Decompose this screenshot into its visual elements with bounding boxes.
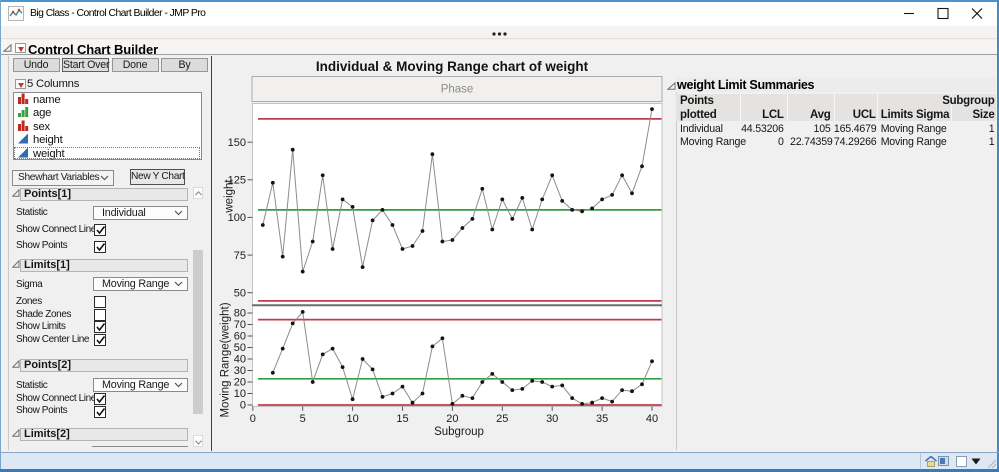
svg-text:50: 50 — [234, 342, 246, 354]
svg-text:Subgroup: Subgroup — [434, 426, 484, 438]
svg-text:125: 125 — [228, 175, 246, 187]
svg-text:0: 0 — [240, 400, 246, 412]
svg-text:40: 40 — [646, 413, 658, 425]
svg-text:0: 0 — [250, 413, 256, 425]
svg-text:Individual & Moving Range char: Individual & Moving Range chart of weigh… — [316, 59, 589, 74]
svg-text:Moving Range(weight): Moving Range(weight) — [220, 302, 232, 417]
svg-text:5: 5 — [300, 413, 306, 425]
svg-text:60: 60 — [234, 331, 246, 343]
svg-text:25: 25 — [496, 413, 508, 425]
svg-text:80: 80 — [234, 308, 246, 320]
svg-text:35: 35 — [596, 413, 608, 425]
svg-text:150: 150 — [228, 137, 246, 149]
svg-text:10: 10 — [346, 413, 358, 425]
svg-text:10: 10 — [234, 388, 246, 400]
svg-text:weight: weight — [224, 179, 236, 214]
svg-text:30: 30 — [546, 413, 558, 425]
svg-text:20: 20 — [446, 413, 458, 425]
svg-text:70: 70 — [234, 319, 246, 331]
svg-text:100: 100 — [228, 212, 246, 224]
svg-text:75: 75 — [234, 250, 246, 262]
svg-text:40: 40 — [234, 354, 246, 366]
svg-text:20: 20 — [234, 377, 246, 389]
svg-text:30: 30 — [234, 365, 246, 377]
svg-text:50: 50 — [234, 287, 246, 299]
svg-text:15: 15 — [396, 413, 408, 425]
svg-text:Phase: Phase — [441, 84, 474, 96]
